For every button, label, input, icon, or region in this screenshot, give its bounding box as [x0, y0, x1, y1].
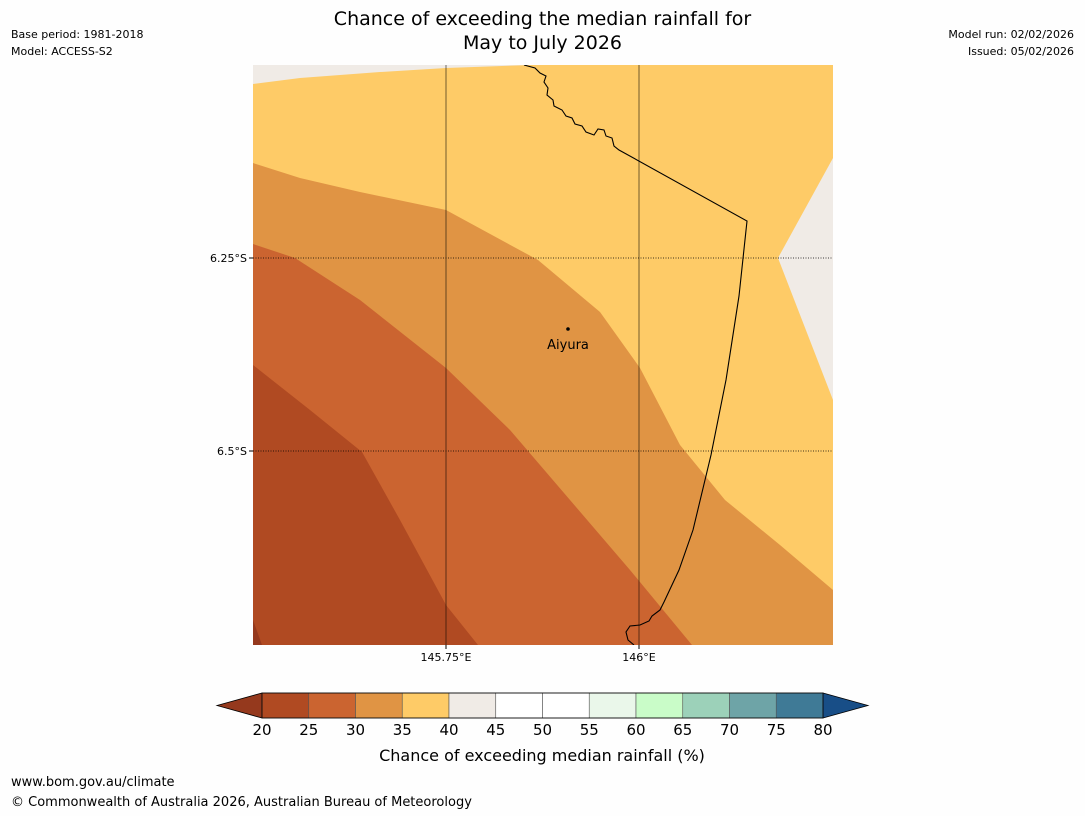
chart-title: Chance of exceeding the median rainfall … — [0, 7, 1085, 55]
colorbar-tick-label: 35 — [393, 721, 412, 739]
colorbar-tick-label: 80 — [813, 721, 832, 739]
model-name: Model: ACCESS-S2 — [11, 45, 113, 58]
colorbar-tick-label: 60 — [626, 721, 645, 739]
colorbar-segment — [635, 692, 684, 719]
colorbar-tick-label: 65 — [673, 721, 692, 739]
meta-left: Base period: 1981-2018 Model: ACCESS-S2 — [11, 26, 143, 60]
colorbar-segment — [261, 692, 310, 719]
colorbar-segment — [682, 692, 730, 719]
aiyura-marker — [566, 327, 570, 331]
colorbar-tick-label: 40 — [439, 721, 458, 739]
issued-date: Issued: 05/02/2026 — [967, 45, 1074, 58]
title-line-1: Chance of exceeding the median rainfall … — [333, 8, 752, 30]
footer-copyright: © Commonwealth of Australia 2026, Austra… — [11, 795, 472, 810]
map-panel — [253, 65, 833, 645]
colorbar-segment — [495, 692, 543, 719]
band-below-20 — [253, 620, 262, 645]
lon-label-145-75: 145.75°E — [421, 651, 472, 664]
colorbar-tick-label: 55 — [580, 721, 599, 739]
base-period: Base period: 1981-2018 — [11, 28, 144, 41]
model-run: Model run: 02/02/2026 — [948, 28, 1074, 41]
colorbar-tick-label: 45 — [486, 721, 505, 739]
colorbar-segment — [588, 692, 637, 719]
colorbar-tick-label: 25 — [299, 721, 318, 739]
colorbar-tick-label: 70 — [720, 721, 739, 739]
colorbar-tick-label: 50 — [533, 721, 552, 739]
band-20-25 — [253, 365, 478, 645]
title-line-2: May to July 2026 — [463, 32, 622, 54]
colorbar-extend-high — [822, 692, 870, 719]
colorbar-segment — [401, 692, 450, 719]
colorbar-tick-label: 20 — [252, 721, 271, 739]
lon-label-146: 146°E — [622, 651, 655, 664]
footer-url[interactable]: www.bom.gov.au/climate — [11, 775, 175, 790]
colorbar-tick-label: 30 — [346, 721, 365, 739]
colorbar-segment — [448, 692, 497, 719]
colorbar-segment — [775, 692, 824, 719]
colorbar-segment — [355, 692, 403, 719]
aiyura-label: Aiyura — [547, 338, 589, 353]
colorbar-label: Chance of exceeding median rainfall (%) — [379, 746, 705, 765]
colorbar-extend-low — [215, 692, 263, 719]
colorbar-tick-label: 75 — [767, 721, 786, 739]
colorbar: 20 25 30 35 40 45 50 55 60 65 70 75 80 — [215, 692, 870, 739]
meta-right: Model run: 02/02/2026 Issued: 05/02/2026 — [948, 26, 1074, 60]
colorbar-segment — [308, 692, 356, 719]
colorbar-segment — [542, 692, 590, 719]
colorbar-segment — [729, 692, 777, 719]
lat-label-6-5: 6.5°S — [217, 445, 247, 458]
colorbar-outline — [261, 692, 824, 719]
lat-label-6-25: 6.25°S — [210, 252, 247, 265]
border-line — [523, 65, 748, 645]
